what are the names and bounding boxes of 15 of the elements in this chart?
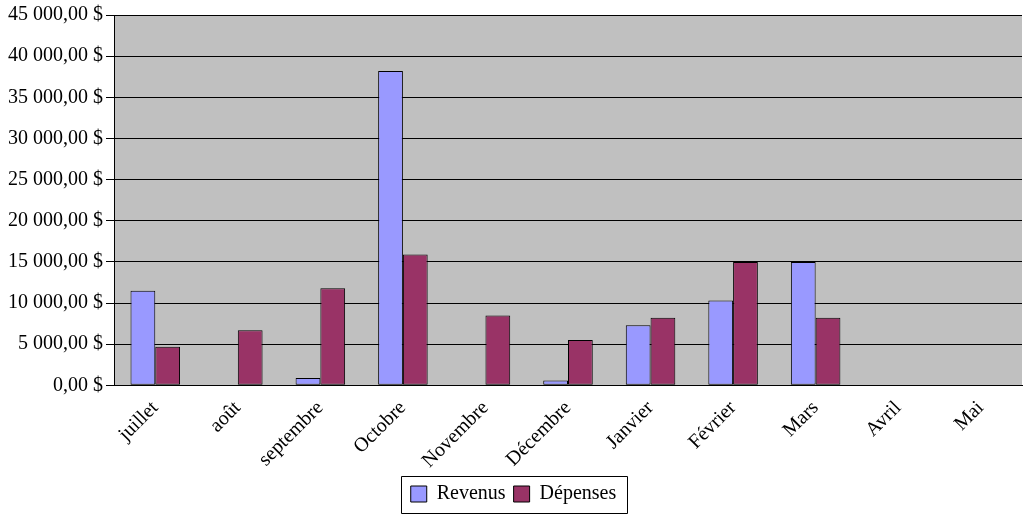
y-tick-label: 10 000,00 $ xyxy=(8,290,103,313)
y-tick-label: 25 000,00 $ xyxy=(8,166,103,189)
y-tick-label: 20 000,00 $ xyxy=(8,207,103,230)
x-tick-label: août xyxy=(204,395,245,436)
y-tick-label: 45 000,00 $ xyxy=(8,2,103,25)
y-tick-label: 35 000,00 $ xyxy=(8,84,103,107)
y-tick-label: 15 000,00 $ xyxy=(8,249,103,272)
legend-label: Revenus xyxy=(436,481,506,504)
legend-label: Dépenses xyxy=(539,481,617,505)
y-tick-label: 40 000,00 $ xyxy=(8,43,103,66)
y-tick-label: 5 000,00 $ xyxy=(18,331,103,354)
x-tick-label: Mars xyxy=(777,395,823,441)
y-tick-label: 30 000,00 $ xyxy=(8,125,103,148)
x-tick-label: Mai xyxy=(948,395,988,435)
y-tick-label: 0,00 $ xyxy=(53,372,103,395)
